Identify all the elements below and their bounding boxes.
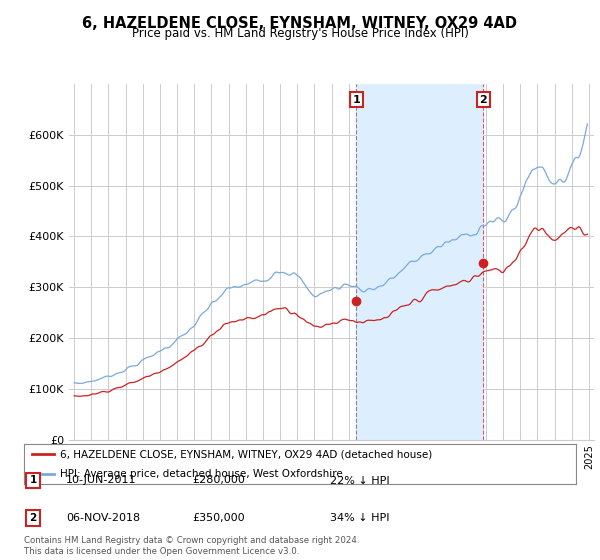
Bar xyxy=(356,84,483,440)
Text: 34% ↓ HPI: 34% ↓ HPI xyxy=(330,513,389,523)
Text: 1: 1 xyxy=(29,475,37,486)
Text: 2: 2 xyxy=(479,95,487,105)
Text: Contains HM Land Registry data © Crown copyright and database right 2024.
This d: Contains HM Land Registry data © Crown c… xyxy=(24,536,359,556)
Text: 6, HAZELDENE CLOSE, EYNSHAM, WITNEY, OX29 4AD (detached house): 6, HAZELDENE CLOSE, EYNSHAM, WITNEY, OX2… xyxy=(60,449,432,459)
Text: £350,000: £350,000 xyxy=(192,513,245,523)
Text: Price paid vs. HM Land Registry's House Price Index (HPI): Price paid vs. HM Land Registry's House … xyxy=(131,27,469,40)
Text: 06-NOV-2018: 06-NOV-2018 xyxy=(66,513,140,523)
Text: 2: 2 xyxy=(29,513,37,523)
Text: 6, HAZELDENE CLOSE, EYNSHAM, WITNEY, OX29 4AD: 6, HAZELDENE CLOSE, EYNSHAM, WITNEY, OX2… xyxy=(83,16,517,31)
Text: 22% ↓ HPI: 22% ↓ HPI xyxy=(330,475,389,486)
Text: 10-JUN-2011: 10-JUN-2011 xyxy=(66,475,137,486)
Text: £280,000: £280,000 xyxy=(192,475,245,486)
Text: 1: 1 xyxy=(352,95,360,105)
Text: HPI: Average price, detached house, West Oxfordshire: HPI: Average price, detached house, West… xyxy=(60,469,343,479)
